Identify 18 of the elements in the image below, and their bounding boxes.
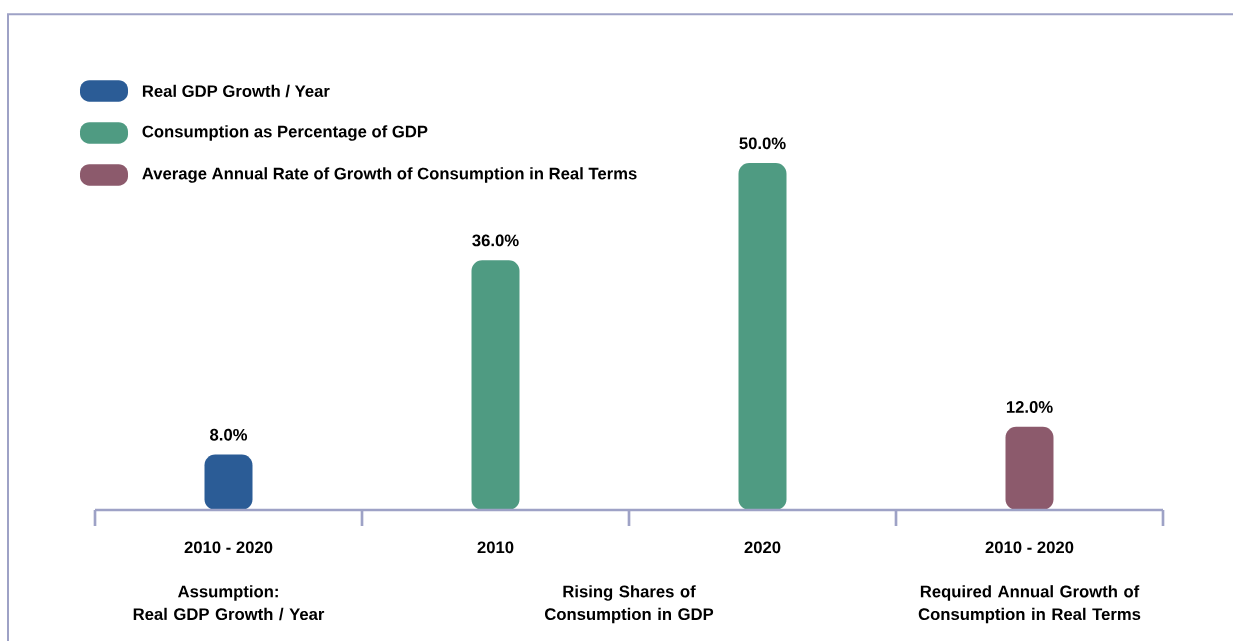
bar [1005,426,1054,510]
legend-label: Average Annual Rate of Growth of Consumption in Real Terms [142,167,637,183]
data-label: 8.0% [210,428,248,441]
x-tick-label: 2010 [477,541,514,554]
data-label: 36.0% [472,234,519,247]
data-label: 12.0% [1006,401,1053,413]
text: Assumption: Real GDP Growth / Year [133,585,325,621]
legend-label: Real GDP Growth / Year [142,84,330,98]
text: Required Annual Growth of Consumption in Real Terms [918,585,1141,624]
x-tick-label: 2010 - 2020 [184,541,273,554]
x-tick-label: 2010 - 2020 [985,541,1074,554]
bar [471,260,520,510]
bar [738,162,787,510]
legend-label: Consumption as Percentage of GDP [142,125,428,141]
data-label: 50.0% [739,137,786,150]
x-tick-label: 2020 [744,541,781,554]
bar [204,454,253,510]
text: Rising Shares of Consumption in GDP [544,585,714,624]
